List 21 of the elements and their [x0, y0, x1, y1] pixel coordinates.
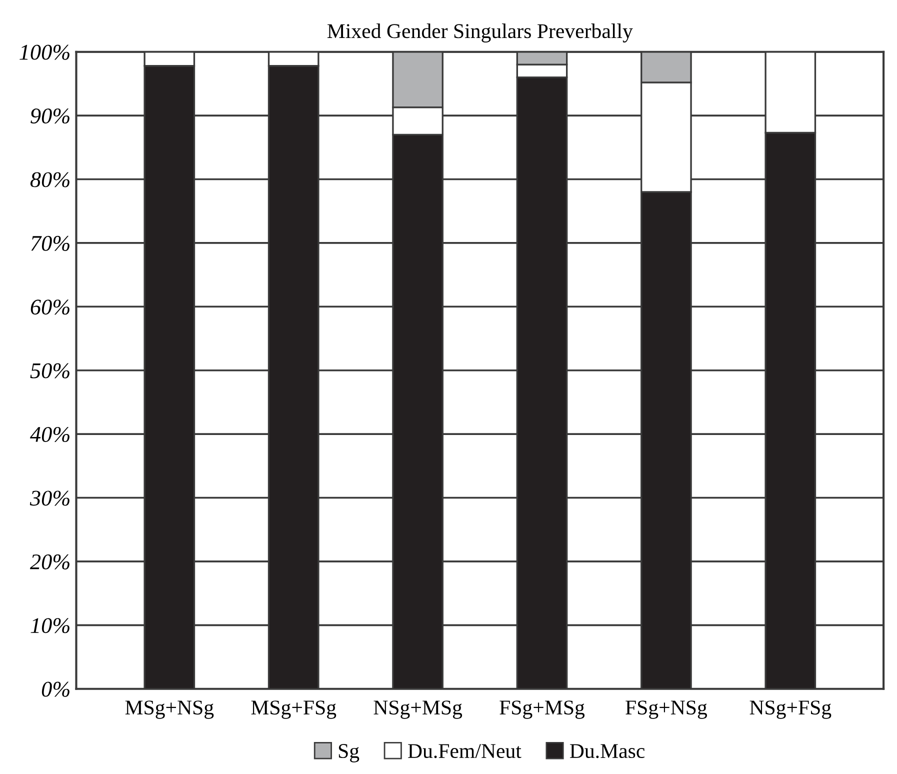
- y-tick-label: 10%: [30, 618, 70, 634]
- x-tick-label: FSg+MSg: [500, 700, 585, 719]
- y-tick-label: 30%: [30, 490, 70, 506]
- y-tick-label: 0%: [42, 682, 70, 697]
- y-tick-label: 90%: [30, 108, 70, 124]
- y-tick-label: 100%: [20, 44, 70, 60]
- legend-label: Du.Masc: [570, 744, 645, 758]
- y-tick-label: 40%: [30, 426, 70, 442]
- legend-label: Sg: [338, 744, 360, 762]
- legend-label: Du.Fem/Neut: [408, 744, 522, 758]
- y-tick-label: 70%: [31, 236, 70, 251]
- y-tick-label: 80%: [30, 172, 70, 188]
- y-tick-label: 20%: [30, 554, 70, 570]
- chart-title: Mixed Gender Singulars Preverbally: [327, 24, 633, 42]
- y-tick-label: 60%: [30, 300, 70, 315]
- x-tick-label: NSg+MSg: [374, 700, 462, 719]
- y-tick-label: 50%: [30, 363, 70, 378]
- x-tick-label: MSg+NSg: [125, 700, 214, 719]
- x-tick-label: MSg+FSg: [251, 700, 336, 719]
- x-tick-label: FSg+NSg: [626, 700, 707, 719]
- x-tick-label: NSg+FSg: [750, 700, 832, 719]
